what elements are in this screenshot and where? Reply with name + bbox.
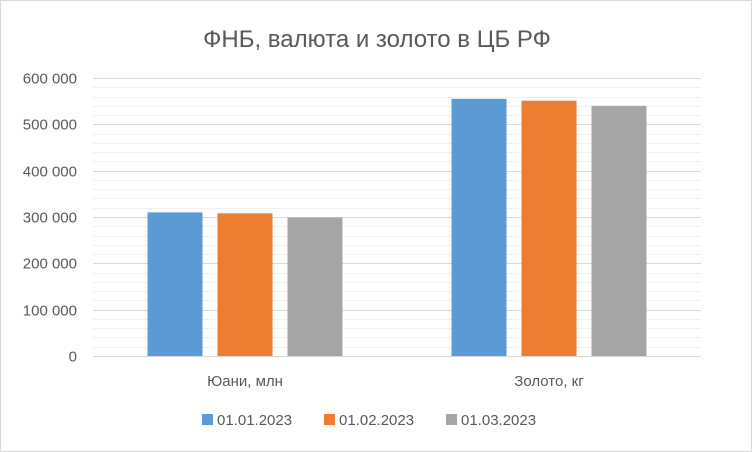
legend-label: 01.02.2023 (339, 412, 414, 429)
bars (147, 98, 647, 356)
legend-swatch (202, 414, 213, 425)
y-tick-label: 600 000 (23, 71, 77, 88)
legend-label: 01.03.2023 (461, 412, 536, 429)
legend-swatch (446, 414, 457, 425)
x-category-label: Юани, млн (207, 373, 283, 390)
x-axis: Юани, млн Золото, кг (207, 373, 584, 390)
bar-2-2 (521, 100, 577, 356)
x-category-label: Золото, кг (514, 373, 584, 390)
legend: 01.01.2023 01.02.2023 01.03.2023 (202, 412, 536, 429)
y-tick-label: 200 000 (23, 256, 77, 273)
y-tick-label: 500 000 (23, 117, 77, 134)
bar-2-3 (591, 105, 647, 356)
y-axis: 0 100 000 200 000 300 000 400 000 500 000 600 … (23, 71, 77, 366)
y-tick-label: 400 000 (23, 164, 77, 181)
legend-swatch (324, 414, 335, 425)
y-tick-label: 100 000 (23, 303, 77, 320)
bar-1-3 (287, 217, 343, 356)
bar-1-1 (147, 212, 203, 356)
legend-label: 01.01.2023 (217, 412, 292, 429)
chart-title: ФНБ, валюта и золото в ЦБ РФ (203, 26, 551, 53)
bar-1-2 (217, 213, 273, 356)
y-tick-label: 300 000 (23, 210, 77, 227)
y-tick-label: 0 (69, 349, 77, 366)
bar-2-1 (451, 98, 507, 356)
